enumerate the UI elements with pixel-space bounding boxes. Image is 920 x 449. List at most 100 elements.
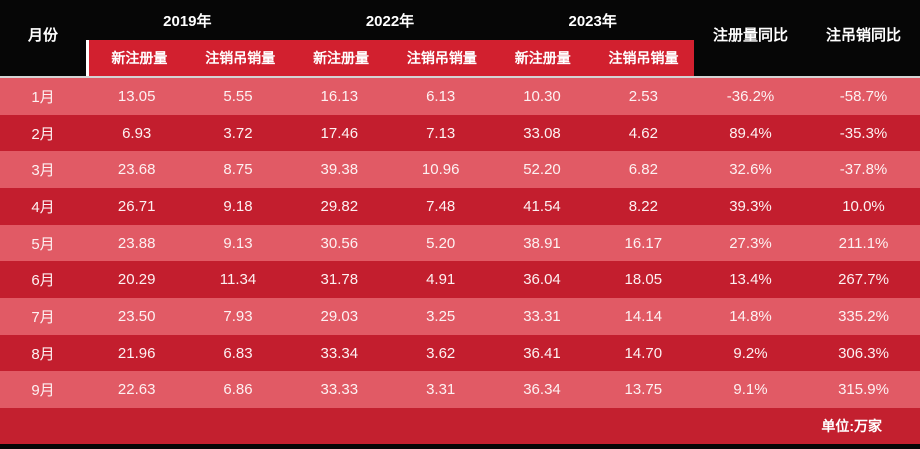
cell-value: 267.7%: [838, 271, 889, 289]
cell-value: -36.2%: [726, 87, 775, 105]
cell-value: 14.8%: [729, 307, 772, 325]
registration-yoy-header-cell: 注册量同比: [694, 0, 807, 76]
cell-value: 16.13: [320, 87, 359, 105]
cell-value: 335.2%: [838, 307, 889, 325]
cell-value: 2.53: [628, 87, 658, 105]
bottom-border-bar: [0, 444, 920, 449]
cell-value: 39.3%: [729, 197, 772, 215]
cell-value: 23.88: [117, 234, 156, 252]
cell-value: 36.41: [523, 344, 561, 362]
cell-value: 13.4%: [729, 271, 772, 289]
table-row: 1月 13.05 5.55 16.13 6.13 10.30 2.53 -36.2% -58.7…: [0, 78, 920, 115]
cell-value: 36.04: [523, 271, 561, 289]
cell-month: 8月: [31, 345, 55, 363]
cell-value: 9.13: [223, 234, 253, 252]
cell-month: 1月: [31, 88, 55, 106]
cell-value: 13.75: [624, 381, 663, 399]
cell-value: 27.3%: [729, 234, 772, 252]
cell-value: 315.9%: [838, 381, 889, 399]
cell-value: 10.30: [523, 87, 561, 105]
cell-value: -35.3%: [839, 124, 888, 142]
table-row: 4月 26.71 9.18 29.82 7.48 41.54 8.22 39.3% 10.0%: [0, 188, 920, 225]
cell-value: 7.13: [426, 124, 456, 142]
table-row: 5月 23.88 9.13 30.56 5.20 38.91 16.17 27.3% 211.1…: [0, 224, 920, 262]
cell-value: 6.86: [223, 381, 253, 399]
cell-value: 52.20: [523, 161, 561, 179]
table-row: 7月 23.50 7.93 29.03 3.25 33.31 14.14 14.8% 335.2…: [0, 298, 920, 335]
cell-month: 6月: [31, 272, 55, 290]
cell-value: 32.6%: [729, 161, 772, 179]
cell-value: 30.56: [320, 234, 359, 252]
year-groups-header: 2019年 2022年 2023年 新注册量 注销吊销量 新注册量 注销吊销量 …: [86, 0, 694, 76]
registration-yoy-header-label: 注册量同比: [712, 26, 788, 44]
header-divider: [0, 76, 920, 78]
cell-value: 3.31: [426, 381, 456, 399]
cell-value: 3.62: [426, 344, 456, 362]
cell-month: 3月: [31, 162, 55, 180]
month-header-label: 月份: [27, 26, 58, 44]
cell-value: 39.38: [320, 161, 359, 179]
subheader-new-registrations-2023: 新注册量: [514, 50, 571, 66]
cell-value: 3.25: [426, 307, 456, 325]
cell-value: 33.33: [320, 381, 359, 399]
month-header-cell: 月份: [0, 0, 86, 76]
cell-value: 16.17: [624, 234, 663, 252]
cell-value: 41.54: [523, 197, 561, 215]
cell-value: 26.71: [117, 197, 156, 215]
yoy-header-block: 注册量同比 注吊销同比: [694, 0, 920, 76]
cell-value: 6.93: [122, 124, 152, 142]
cell-value: 33.08: [523, 124, 561, 142]
cell-value: 8.22: [628, 197, 658, 215]
cell-value: 6.83: [223, 344, 253, 362]
cell-value: 5.55: [223, 87, 253, 105]
cell-value: 36.34: [523, 381, 561, 399]
table-row: 8月 21.96 6.83 33.34 3.62 36.41 14.70 9.2% 306.3%: [0, 334, 920, 372]
cell-value: 4.91: [426, 271, 456, 289]
cell-value: 4.62: [628, 124, 658, 142]
cell-value: 14.70: [624, 344, 663, 362]
table-row: 9月 22.63 6.86 33.33 3.31 36.34 13.75 9.1% 315.9%: [0, 371, 920, 409]
year-label-2019: 2019年: [163, 12, 212, 30]
cell-value: 7.48: [426, 197, 456, 215]
table-footer: 单位:万家: [0, 408, 920, 444]
deregistration-yoy-header-cell: 注吊销同比: [807, 0, 920, 76]
cell-value: 17.46: [320, 124, 359, 142]
cell-value: 38.91: [523, 234, 561, 252]
cell-value: 10.96: [421, 161, 460, 179]
cell-value: 10.0%: [842, 197, 885, 215]
cell-value: 6.82: [628, 161, 658, 179]
cell-value: -58.7%: [839, 87, 888, 105]
cell-value: 23.50: [117, 307, 156, 325]
year-row: 2019年 2022年 2023年: [86, 0, 694, 40]
subheader-row: 新注册量 注销吊销量 新注册量 注销吊销量 新注册量 注销吊销量: [86, 40, 694, 76]
table-row: 3月 23.68 8.75 39.38 10.96 52.20 6.82 32.6% -37.8…: [0, 151, 920, 189]
year-label-2022: 2022年: [365, 12, 415, 30]
cell-value: 3.72: [223, 124, 253, 142]
cell-value: 18.05: [624, 271, 663, 289]
unit-note: 单位:万家: [821, 418, 882, 434]
subheader-deregistrations-2019: 注销吊销量: [205, 50, 276, 66]
cell-value: 33.34: [320, 344, 359, 362]
cell-value: 9.1%: [733, 381, 768, 399]
cell-value: 14.14: [624, 307, 663, 325]
cell-value: 21.96: [117, 344, 156, 362]
cell-value: 9.18: [223, 197, 253, 215]
subheader-deregistrations-2022: 注销吊销量: [406, 50, 477, 66]
cell-month: 4月: [31, 198, 55, 216]
deregistration-yoy-header-label: 注吊销同比: [825, 26, 901, 44]
cell-value: 306.3%: [838, 344, 889, 362]
cell-value: 9.2%: [733, 344, 768, 362]
table-header: 月份 2019年 2022年 2023年 新注册量 注销吊销量 新注册量 注销吊…: [0, 0, 920, 76]
cell-month: 5月: [31, 235, 55, 253]
cell-value: 20.29: [117, 271, 156, 289]
year-label-2023: 2023年: [568, 12, 617, 30]
cell-value: 8.75: [223, 161, 253, 179]
subheader-new-registrations-2022: 新注册量: [313, 50, 370, 66]
cell-month: 2月: [31, 125, 55, 143]
cell-value: 22.63: [117, 381, 156, 399]
cell-value: 211.1%: [838, 234, 889, 252]
cell-value: -37.8%: [839, 161, 888, 179]
cell-value: 11.34: [219, 271, 257, 289]
cell-value: 5.20: [426, 234, 456, 252]
